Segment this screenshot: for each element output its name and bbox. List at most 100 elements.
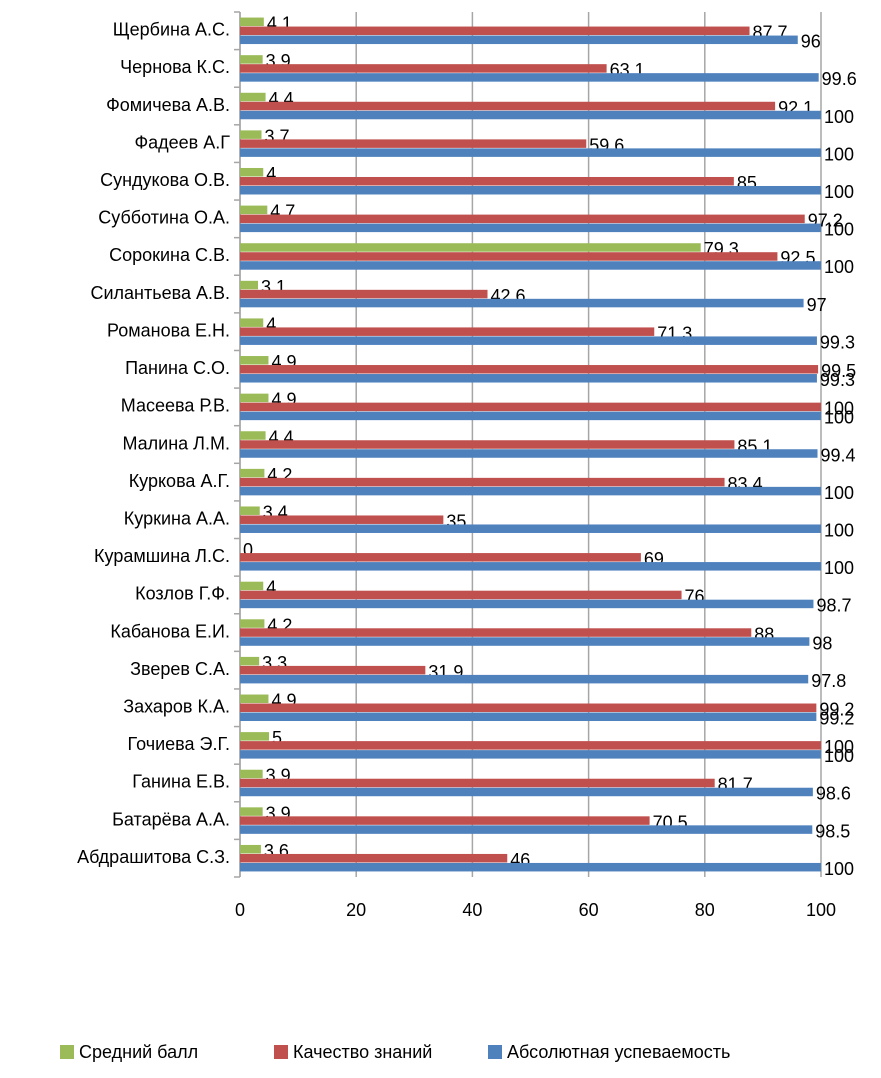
bar: [240, 619, 265, 628]
bar: [240, 365, 819, 374]
value-label: 100: [824, 520, 854, 540]
value-label: 4: [266, 314, 276, 334]
y-tick-label: Сундукова О.В.: [100, 170, 230, 190]
bar: [240, 402, 821, 412]
legend-swatch: [488, 1045, 502, 1059]
y-tick-label: Курамшина Л.С.: [94, 546, 230, 566]
bar: [240, 515, 444, 524]
bar: [240, 449, 818, 458]
bar: [240, 825, 813, 834]
bar: [240, 637, 810, 646]
bar: [240, 327, 655, 336]
bar: [240, 130, 262, 139]
bar: [240, 374, 817, 383]
value-label: 100: [824, 483, 854, 503]
value-label: 100: [824, 257, 854, 277]
bar: [240, 356, 269, 365]
bar: [240, 486, 821, 496]
bar: [240, 298, 804, 308]
legend-label: Средний балл: [79, 1042, 198, 1062]
y-tick-label: Фомичева А.В.: [106, 95, 230, 115]
y-tick-label: Чернова К.С.: [120, 57, 230, 77]
y-tick-label: Романова Е.Н.: [107, 320, 230, 340]
bar: [240, 148, 821, 157]
value-label: 99.4: [821, 445, 856, 465]
x-tick-label: 100: [806, 900, 836, 920]
value-label: 100: [824, 408, 854, 428]
bar: [240, 223, 821, 233]
bar: [240, 17, 264, 27]
bar: [240, 26, 750, 36]
bar: [240, 468, 265, 478]
bar: [240, 280, 259, 290]
value-label: 99.2: [819, 700, 854, 720]
y-tick-label: Масеева Р.В.: [121, 396, 230, 416]
bar: [240, 816, 650, 825]
bar: [240, 524, 821, 533]
y-tick-label: Щербина А.С.: [113, 20, 230, 40]
value-label: 98.7: [816, 596, 851, 616]
bar: [240, 336, 817, 345]
y-tick-label: Козлов Г.Ф.: [135, 584, 230, 604]
bar: [240, 55, 263, 64]
bar: [240, 590, 682, 600]
bar: [240, 185, 821, 195]
bar: [240, 732, 270, 741]
y-tick-label: Ганина Е.В.: [132, 772, 230, 792]
bar: [240, 628, 752, 637]
y-tick-label: Зверев С.А.: [130, 659, 230, 679]
bar: [240, 769, 263, 779]
bar: [240, 252, 778, 261]
value-label: 96: [801, 32, 821, 52]
bar: [240, 101, 776, 111]
y-tick-label: Гочиева Э.Г.: [128, 734, 230, 754]
x-tick-label: 0: [235, 900, 245, 920]
legend-swatch: [274, 1045, 288, 1059]
legend-label: Абсолютная успеваемость: [507, 1042, 730, 1062]
legend-swatch: [60, 1045, 74, 1059]
y-tick-label: Кабанова Е.И.: [110, 621, 230, 641]
y-tick-label: Куркина А.А.: [124, 508, 230, 528]
bar: [240, 411, 821, 421]
bar: [240, 862, 821, 872]
bar: [240, 778, 715, 788]
bar: [240, 750, 821, 759]
bar: [240, 674, 809, 684]
value-label: 99.3: [820, 370, 855, 390]
value-label: 99.5: [821, 361, 856, 381]
bar: [240, 176, 734, 186]
value-label: 0: [243, 540, 253, 560]
value-label: 99.6: [822, 69, 857, 89]
bar: [240, 243, 701, 252]
bar: [240, 110, 821, 120]
x-tick-label: 40: [462, 900, 482, 920]
value-label: 100: [824, 746, 854, 766]
bar: [240, 787, 813, 797]
value-label: 100: [824, 107, 854, 127]
bar: [240, 139, 587, 148]
bar: [240, 289, 488, 299]
bar: [240, 214, 805, 224]
legend-label: Качество знаний: [293, 1042, 432, 1062]
value-label: 5: [272, 728, 282, 748]
value-label: 4: [266, 164, 276, 184]
bar: [240, 393, 269, 403]
bar: [240, 844, 261, 854]
y-tick-label: Абдрашитова С.З.: [77, 847, 230, 867]
bar: [240, 261, 821, 270]
value-label: 97: [807, 295, 827, 315]
y-tick-label: Панина С.О.: [125, 358, 230, 378]
value-label: 100: [824, 558, 854, 578]
bar: [240, 599, 814, 609]
bar: [240, 73, 819, 82]
bar: [240, 656, 260, 666]
value-label: 100: [824, 144, 854, 164]
bar: [240, 431, 266, 440]
y-tick-label: Сорокина С.В.: [109, 245, 230, 265]
x-tick-label: 60: [579, 900, 599, 920]
value-label: 98: [812, 633, 832, 653]
bar: [240, 553, 641, 562]
y-tick-label: Силантьева А.В.: [90, 283, 230, 303]
value-label: 100: [824, 859, 854, 879]
